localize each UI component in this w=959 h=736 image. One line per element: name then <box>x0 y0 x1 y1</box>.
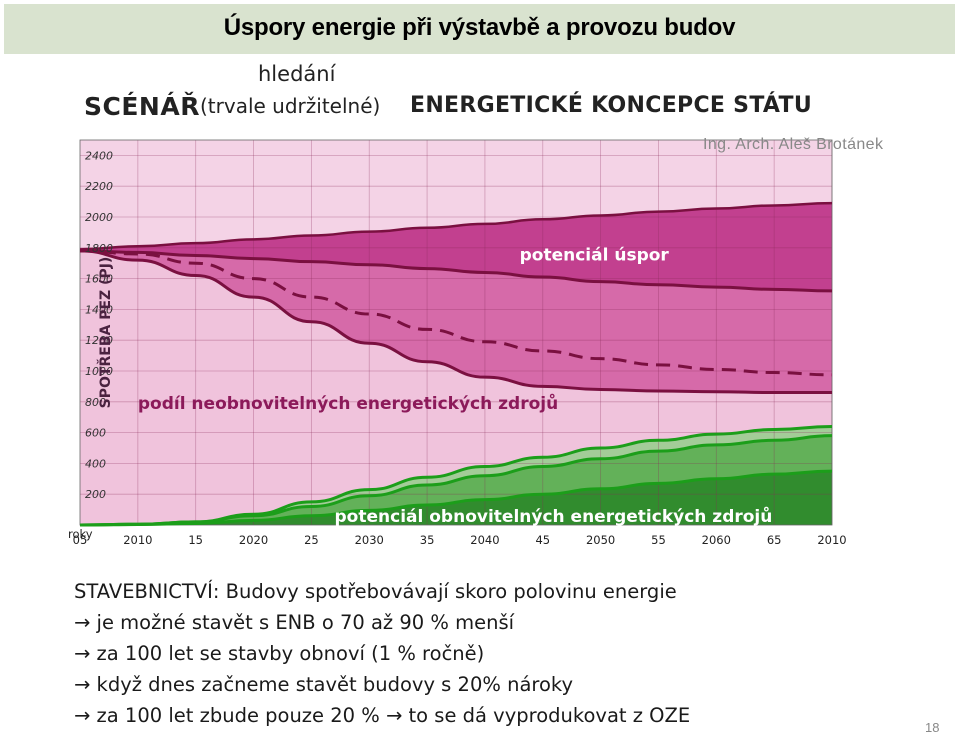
x-tick-label: 55 <box>651 533 666 547</box>
series-line-renewables-3 <box>79 469 833 527</box>
slide-title: Úspory energie při výstavbě a provozu bu… <box>223 14 736 41</box>
energy-chart: 200 400 600 800 1000 1200 1400 1600 1800 2000 2200… <box>62 130 852 555</box>
y-tick-label: 1400 <box>85 303 113 316</box>
x-tick-label: 65 <box>767 533 782 547</box>
y-tick-label: 2400 <box>85 149 113 162</box>
heading-scenar: SCÉNÁŘ <box>84 92 200 121</box>
annotation-podil-neobnovitelnych: podíl neobnovitelných energetických zdro… <box>138 392 558 414</box>
area-savings-potential <box>80 250 832 393</box>
bullet-line: → když dnes začneme stavět budovy s 20% … <box>74 673 574 696</box>
x-tick-label: 25 <box>304 533 319 547</box>
y-tick-label: 600 <box>85 427 106 440</box>
x-tick-label: 2060 <box>702 533 731 547</box>
x-tick-label: 45 <box>535 533 550 547</box>
y-tick-label: 200 <box>85 488 106 501</box>
area-savings-upper <box>80 203 832 291</box>
y-tick-label: 800 <box>85 396 106 409</box>
bullet-list: STAVEBNICTVÍ: Budovy spotřebovávají skor… <box>74 576 690 731</box>
y-tick-label: 1200 <box>85 334 113 347</box>
x-tick-label: 2020 <box>239 533 268 547</box>
series-line-dashed <box>79 249 833 377</box>
annotation-potencial-uspor: potenciál úspor <box>520 245 670 265</box>
series-line-total <box>79 201 833 251</box>
x-tick-label: 35 <box>420 533 435 547</box>
heading-hledani: hledání <box>258 62 336 86</box>
x-tick-label: 2010 <box>817 533 846 547</box>
series-line-2 <box>79 249 833 395</box>
y-tick-label: 2000 <box>85 211 113 224</box>
annotation-potencial-obnovitelnych: potenciál obnovitelných energetických zd… <box>335 505 773 527</box>
bullet-line: STAVEBNICTVÍ: Budovy spotřebovávají skor… <box>74 580 677 603</box>
y-tick-label: 1800 <box>85 242 113 255</box>
bullet-line: → za 100 let zbude pouze 20 % → to se dá… <box>74 704 691 727</box>
x-axis-label: roky <box>68 527 93 541</box>
x-tick-label: 15 <box>188 533 203 547</box>
bullet-line: → je možné stavět s ENB o 70 až 90 % men… <box>74 611 515 634</box>
author-credit: Ing. Arch. Aleš Brotánek <box>703 136 884 153</box>
bullet-line: → za 100 let se stavby obnoví (1 % ročně… <box>74 642 485 665</box>
heading-trvale: (trvale udržitelné) <box>200 94 381 118</box>
heading-energeticke-koncepce: ENERGETICKÉ KONCEPCE STÁTU <box>410 93 813 118</box>
series-line-1 <box>79 249 833 293</box>
y-axis-label: SPOTŘEBA PEZ (PJ) <box>97 257 114 409</box>
y-tick-label: 1600 <box>85 273 113 286</box>
page-number: 18 <box>925 720 940 735</box>
y-tick-label: 1000 <box>85 365 113 378</box>
x-tick-label: 2050 <box>586 533 615 547</box>
y-tick-label: 400 <box>85 457 106 470</box>
x-tick-label: 2040 <box>470 533 499 547</box>
plot-border <box>79 139 833 526</box>
x-tick-label: 2010 <box>123 533 152 547</box>
series-line-renewables-2 <box>79 434 833 527</box>
title-bar: Úspory energie při výstavbě a provozu bu… <box>4 4 955 54</box>
x-tick-label: 05 <box>73 533 88 547</box>
x-tick-label: 2030 <box>355 533 384 547</box>
y-tick-label: 2200 <box>85 180 113 193</box>
